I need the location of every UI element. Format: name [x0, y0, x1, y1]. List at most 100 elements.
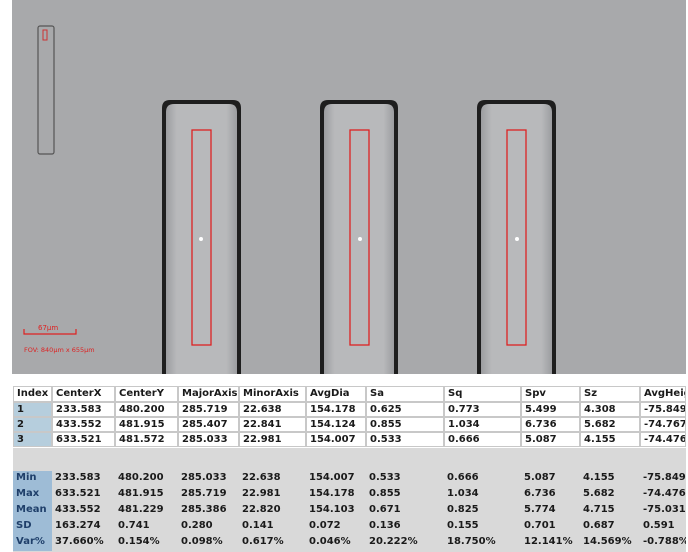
row-index: 3	[13, 432, 52, 447]
microscope-image: 67µm FOV: 840µm x 655µm	[12, 0, 686, 374]
stat-cell: 20.222%	[366, 535, 444, 551]
stat-cell: 22.638	[239, 471, 306, 487]
fov-label: FOV: 840µm x 655µm	[24, 346, 95, 354]
data-cell: 5.499	[521, 402, 580, 417]
well-3	[477, 100, 556, 374]
stat-cell: 5.087	[521, 471, 580, 487]
stat-cell: 5.682	[580, 487, 640, 503]
data-cell: 6.736	[521, 417, 580, 432]
stat-cell: 0.741	[115, 519, 178, 535]
stat-cell: 14.569%	[580, 535, 640, 551]
data-cell: 0.855	[366, 417, 444, 432]
header-cell: Sz	[580, 386, 640, 402]
data-cell: 633.521	[52, 432, 115, 447]
well-2	[320, 100, 398, 374]
stat-cell: 0.666	[444, 471, 521, 487]
stat-cell: 0.687	[580, 519, 640, 535]
stat-cell: 0.701	[521, 519, 580, 535]
header-cell: Spv	[521, 386, 580, 402]
header-cell: AvgHeight	[640, 386, 686, 402]
header-cell: Sa	[366, 386, 444, 402]
stat-cell: 18.750%	[444, 535, 521, 551]
stat-cell: -75.849	[640, 471, 686, 487]
data-cell: -74.476	[640, 432, 686, 447]
stat-cell: 285.719	[178, 487, 239, 503]
data-cell: 433.552	[52, 417, 115, 432]
row-index: 2	[13, 417, 52, 432]
header-cell: MajorAxis	[178, 386, 239, 402]
stat-cell: 480.200	[115, 471, 178, 487]
data-cell: 0.773	[444, 402, 521, 417]
stat-label: Var%	[13, 535, 52, 551]
stat-cell: 37.660%	[52, 535, 115, 551]
stat-cell: 0.825	[444, 503, 521, 519]
stat-cell: 163.274	[52, 519, 115, 535]
stat-cell: 633.521	[52, 487, 115, 503]
data-cell: 154.007	[306, 432, 366, 447]
data-cell: -75.849	[640, 402, 686, 417]
stat-cell: 4.155	[580, 471, 640, 487]
well-1	[162, 100, 241, 374]
data-cell: 0.666	[444, 432, 521, 447]
data-cell: 480.200	[115, 402, 178, 417]
stat-cell: 5.774	[521, 503, 580, 519]
data-cell: 22.638	[239, 402, 306, 417]
scale-label: 67µm	[38, 324, 58, 332]
stat-cell: 481.229	[115, 503, 178, 519]
stat-label: Mean	[13, 503, 52, 519]
stat-cell: 22.820	[239, 503, 306, 519]
data-cell: 5.682	[580, 417, 640, 432]
header-cell: CenterX	[52, 386, 115, 402]
stat-cell: 154.007	[306, 471, 366, 487]
data-cell: 481.915	[115, 417, 178, 432]
stat-cell: 285.033	[178, 471, 239, 487]
data-cell: 4.308	[580, 402, 640, 417]
stat-cell: 0.136	[366, 519, 444, 535]
stat-cell: 12.141%	[521, 535, 580, 551]
stat-cell: 6.736	[521, 487, 580, 503]
data-cell: -74.767	[640, 417, 686, 432]
header-cell: CenterY	[115, 386, 178, 402]
header-cell: Index	[13, 386, 52, 402]
stat-cell: 1.034	[444, 487, 521, 503]
stat-cell: 0.155	[444, 519, 521, 535]
data-cell: 285.407	[178, 417, 239, 432]
data-cell: 481.572	[115, 432, 178, 447]
data-cell: 5.087	[521, 432, 580, 447]
stat-label: Min	[13, 471, 52, 487]
stat-cell: 0.671	[366, 503, 444, 519]
reference-marker	[37, 25, 55, 155]
stat-cell: 154.103	[306, 503, 366, 519]
stat-label: Max	[13, 487, 52, 503]
stat-cell: 0.855	[366, 487, 444, 503]
data-cell: 22.841	[239, 417, 306, 432]
data-cell: 22.981	[239, 432, 306, 447]
stat-cell: 0.280	[178, 519, 239, 535]
stat-cell: 433.552	[52, 503, 115, 519]
data-cell: 154.178	[306, 402, 366, 417]
data-cell: 154.124	[306, 417, 366, 432]
stat-cell: 0.154%	[115, 535, 178, 551]
header-cell: MinorAxis	[239, 386, 306, 402]
data-cell: 285.719	[178, 402, 239, 417]
stat-cell: -74.476	[640, 487, 686, 503]
header-cell: AvgDia	[306, 386, 366, 402]
stat-cell: 0.072	[306, 519, 366, 535]
data-cell: 0.533	[366, 432, 444, 447]
stat-cell: 481.915	[115, 487, 178, 503]
stat-cell: 0.591	[640, 519, 686, 535]
stat-cell: 233.583	[52, 471, 115, 487]
stat-cell: 22.981	[239, 487, 306, 503]
data-cell: 1.034	[444, 417, 521, 432]
stat-cell: 285.386	[178, 503, 239, 519]
stat-cell: 0.141	[239, 519, 306, 535]
row-index: 1	[13, 402, 52, 417]
stat-cell: 0.533	[366, 471, 444, 487]
header-cell: Sq	[444, 386, 521, 402]
stat-cell: -0.788%	[640, 535, 686, 551]
stat-label: SD	[13, 519, 52, 535]
stat-cell: 0.046%	[306, 535, 366, 551]
scale-bar	[23, 329, 77, 335]
